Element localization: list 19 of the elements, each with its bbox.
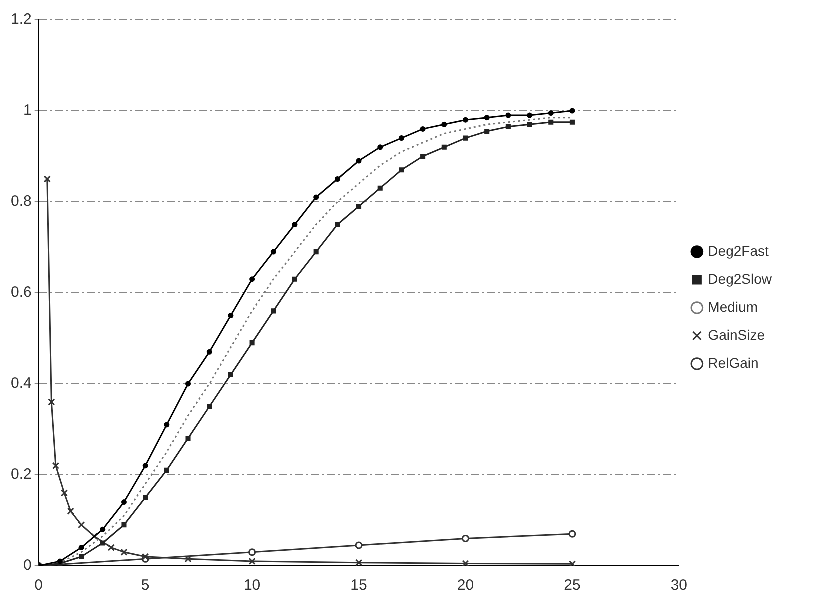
legend-label: Deg2Slow bbox=[708, 270, 773, 287]
legend-label: GainSize bbox=[708, 326, 766, 343]
x-tick-label: 15 bbox=[350, 577, 368, 594]
x-tick-label: 20 bbox=[457, 577, 474, 594]
y-tick-label: 0.8 bbox=[10, 193, 32, 210]
x-tick-label: 10 bbox=[244, 577, 261, 594]
x-tick-label: 0 bbox=[34, 577, 44, 594]
y-tick-label: 0.6 bbox=[10, 284, 32, 302]
legend-label: Medium bbox=[708, 298, 758, 315]
x-tick-label: 25 bbox=[564, 577, 581, 594]
legend-label: RelGain bbox=[708, 354, 759, 371]
y-tick-label: 1.2 bbox=[10, 11, 32, 28]
y-tick-label: 1 bbox=[24, 102, 32, 120]
x-tick-label: 30 bbox=[670, 577, 688, 594]
x-tick-label: 5 bbox=[141, 577, 150, 594]
legend-label: Deg2Fast bbox=[708, 242, 769, 259]
y-tick-label: 0.4 bbox=[10, 375, 32, 392]
y-tick-label: 0 bbox=[24, 557, 32, 574]
y-tick-label: 0.2 bbox=[10, 466, 32, 484]
